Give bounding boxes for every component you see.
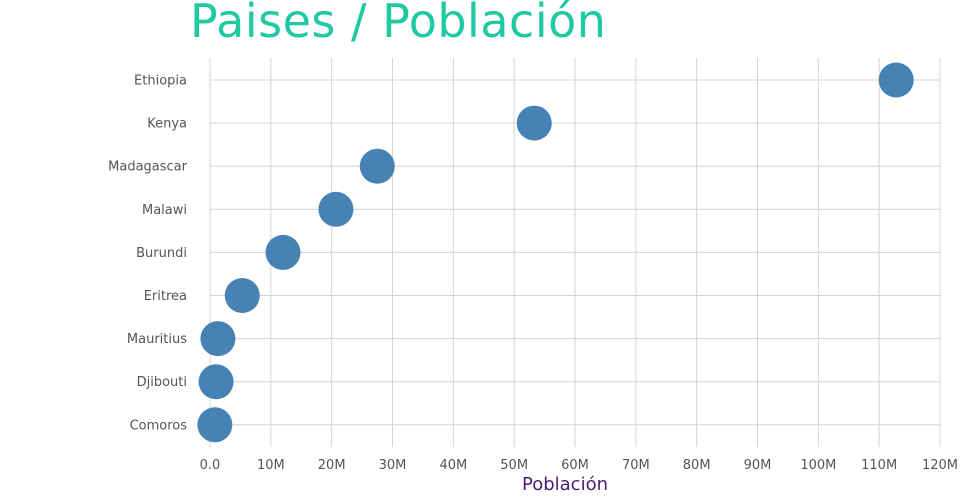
data-point[interactable] [265, 234, 301, 270]
y-tick-label: Madagascar [108, 160, 188, 175]
x-tick-label: 50M [500, 458, 528, 473]
data-point[interactable] [359, 148, 395, 184]
x-tick-label: 110M [861, 458, 897, 473]
x-tick-label: 10M [257, 458, 285, 473]
x-tick-label: 120M [922, 458, 958, 473]
x-tick-label: 40M [439, 458, 467, 473]
data-point[interactable] [516, 105, 552, 141]
data-point[interactable] [198, 364, 234, 400]
y-tick-label: Burundi [136, 246, 187, 261]
x-axis-ticks: 0.0 10M 20M 30M 40M 50M 60M 70M 80M 90M 100M 110M 12… [200, 458, 958, 473]
x-tick-label: 70M [622, 458, 650, 473]
x-tick-label: 30M [379, 458, 407, 473]
data-point[interactable] [197, 407, 233, 443]
y-axis-ticks: Ethiopia Kenya Madagascar Malawi Burundi Erit… [108, 74, 188, 434]
y-tick-label: Comoros [130, 418, 188, 433]
data-point[interactable] [318, 191, 354, 227]
x-axis-title: Población [522, 474, 608, 495]
y-tick-label: Eritrea [144, 289, 187, 304]
y-tick-label: Djibouti [137, 375, 187, 390]
data-point[interactable] [878, 62, 914, 98]
data-point[interactable] [224, 278, 260, 313]
x-tick-label: 20M [318, 458, 346, 473]
y-tick-label: Kenya [147, 117, 187, 132]
y-tick-label: Mauritius [127, 332, 187, 347]
x-tick-label: 60M [561, 458, 589, 473]
x-tick-label: 0.0 [200, 458, 221, 473]
data-points [197, 62, 914, 443]
chart-title: Paises / Población [190, 0, 607, 48]
y-tick-label: Malawi [142, 203, 187, 218]
data-point[interactable] [200, 321, 236, 357]
x-tick-label: 80M [683, 458, 711, 473]
horizontal-gridlines [210, 79, 940, 426]
y-tick-label: Ethiopia [134, 74, 187, 89]
x-tick-label: 90M [744, 458, 772, 473]
x-tick-label: 100M [800, 458, 836, 473]
